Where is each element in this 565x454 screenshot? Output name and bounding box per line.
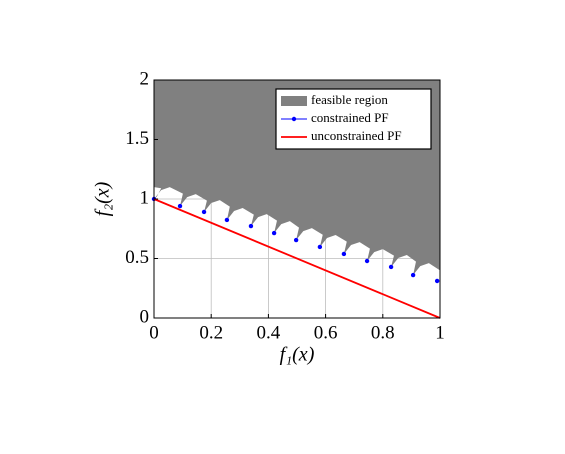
- pf-point: [293, 237, 299, 243]
- x-axis-label: f₁(x): [280, 344, 315, 366]
- pf-point: [224, 217, 230, 223]
- pf-point: [317, 244, 323, 250]
- legend-label: feasible region: [311, 92, 388, 107]
- pf-point: [364, 258, 370, 264]
- y-tick-label: 1.5: [125, 128, 149, 149]
- legend-label: constrained PF: [311, 110, 389, 125]
- y-tick-label: 1: [140, 187, 150, 208]
- pf-point: [410, 272, 416, 278]
- x-tick-label: 0: [149, 322, 159, 343]
- y-axis-label: f₂(x): [92, 181, 114, 216]
- legend-marker: [291, 116, 297, 122]
- x-tick-label: 1: [435, 322, 445, 343]
- pf-point: [248, 223, 254, 229]
- legend: feasible region constrained PF unconstrain…: [275, 88, 432, 150]
- pf-line: [153, 198, 441, 319]
- pf-point: [434, 278, 440, 284]
- pf-point: [341, 251, 347, 257]
- legend-swatch: [281, 96, 307, 106]
- y-tick-label: 0.5: [125, 247, 149, 268]
- pf-point: [177, 203, 183, 209]
- pf-point: [201, 209, 207, 215]
- x-tick-label: 0.8: [371, 322, 395, 343]
- pf-point: [388, 264, 394, 270]
- pf-point: [271, 230, 277, 236]
- x-tick-label: 0.2: [199, 322, 223, 343]
- x-tick-label: 0.6: [314, 322, 338, 343]
- legend-label: unconstrained PF: [311, 128, 402, 143]
- x-tick-label: 0.4: [257, 322, 281, 343]
- y-tick-label: 2: [140, 68, 150, 89]
- y-tick-label: 0: [140, 306, 150, 327]
